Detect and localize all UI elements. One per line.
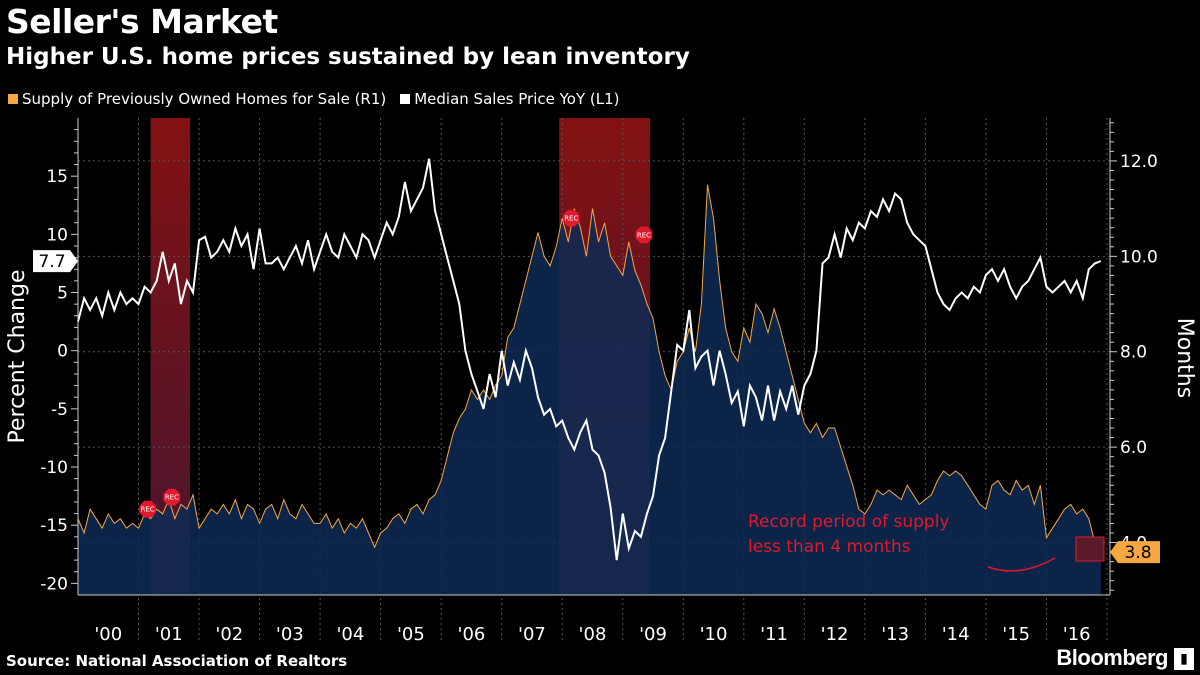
annotation-highlight-box [1075, 536, 1105, 562]
right-axis-title: Months [1172, 318, 1197, 398]
recession-marker: REC [139, 500, 156, 518]
x-tick-label: '14 [942, 624, 970, 645]
x-tick-label: '07 [518, 624, 546, 645]
bloomberg-logo: Bloomberg [1056, 645, 1168, 670]
x-tick-label: '12 [821, 624, 849, 645]
left-tick-label: -20 [40, 574, 68, 594]
left-tick-label: 10 [46, 225, 68, 245]
supply-last-flag [1110, 541, 1160, 564]
right-tick-label: 12.0 [1120, 152, 1158, 172]
recession-marker: REC [635, 226, 653, 244]
legend-label-supply: Supply of Previously Owned Homes for Sal… [22, 90, 387, 108]
left-tick-label: -15 [40, 516, 68, 536]
x-tick-label: '00 [94, 624, 122, 645]
annotation-curve [987, 557, 1056, 572]
recession-marker-shape [163, 488, 181, 506]
right-tick-label: 10.0 [1120, 247, 1158, 267]
recession-marker: REC [163, 488, 181, 506]
left-tick-label: 5 [57, 284, 68, 304]
price-line [77, 158, 1102, 561]
price-last-value: 7.7 [38, 252, 65, 272]
left-tick-label: 15 [46, 167, 68, 187]
x-tick-label: '16 [1063, 624, 1091, 645]
annotation-line-1: Record period of supply [748, 512, 950, 532]
x-tick-label: '08 [579, 624, 607, 645]
x-tick-label: '06 [458, 624, 486, 645]
chart-subtitle: Higher U.S. home prices sustained by lea… [6, 44, 690, 70]
recession-marker: REC [563, 209, 580, 227]
x-tick-label: '11 [760, 624, 788, 645]
x-tick-label: '15 [1002, 624, 1030, 645]
right-tick-label: 6.0 [1120, 438, 1147, 458]
x-tick-label: '02 [215, 624, 243, 645]
left-tick-label: -5 [51, 400, 68, 420]
annotation-line-2: less than 4 months [748, 537, 911, 557]
bloomberg-terminal-icon: ▮ [1174, 648, 1194, 670]
supply-area [78, 184, 1101, 596]
recession-marker-label: REC [637, 231, 651, 239]
x-tick-label: '13 [881, 624, 909, 645]
x-tick-label: '05 [397, 624, 425, 645]
recession-marker-label: REC [141, 506, 155, 514]
source-note: Source: National Association of Realtors [6, 652, 348, 670]
recession-marker-shape [139, 500, 156, 518]
price-last-flag [33, 250, 78, 273]
x-tick-label: '04 [336, 624, 364, 645]
legend-swatch-price [400, 94, 411, 104]
left-tick-label: 0 [57, 342, 68, 362]
legend-swatch-supply [8, 94, 18, 104]
chart-title: Seller's Market [6, 2, 278, 41]
recession-marker-shape [563, 209, 580, 227]
legend-entry-supply: Supply of Previously Owned Homes for Sal… [8, 90, 386, 108]
left-axis-title: Percent Change [5, 269, 30, 443]
recession-marker-label: REC [165, 494, 179, 502]
legend-label-price: Median Sales Price YoY (L1) [414, 90, 620, 108]
supply-last-value: 3.8 [1124, 543, 1151, 563]
x-tick-label: '09 [639, 624, 667, 645]
legend: Supply of Previously Owned Homes for Sal… [8, 90, 620, 108]
supply-line [77, 184, 1102, 553]
right-tick-label: 8.0 [1120, 343, 1147, 363]
x-tick-label: '03 [276, 624, 304, 645]
recession-marker-shape [635, 226, 653, 244]
legend-entry-price: Median Sales Price YoY (L1) [400, 90, 620, 108]
x-tick-label: '01 [155, 624, 183, 645]
recession-marker-label: REC [564, 215, 578, 223]
left-tick-label: -10 [40, 458, 68, 478]
x-tick-label: '10 [700, 624, 728, 645]
